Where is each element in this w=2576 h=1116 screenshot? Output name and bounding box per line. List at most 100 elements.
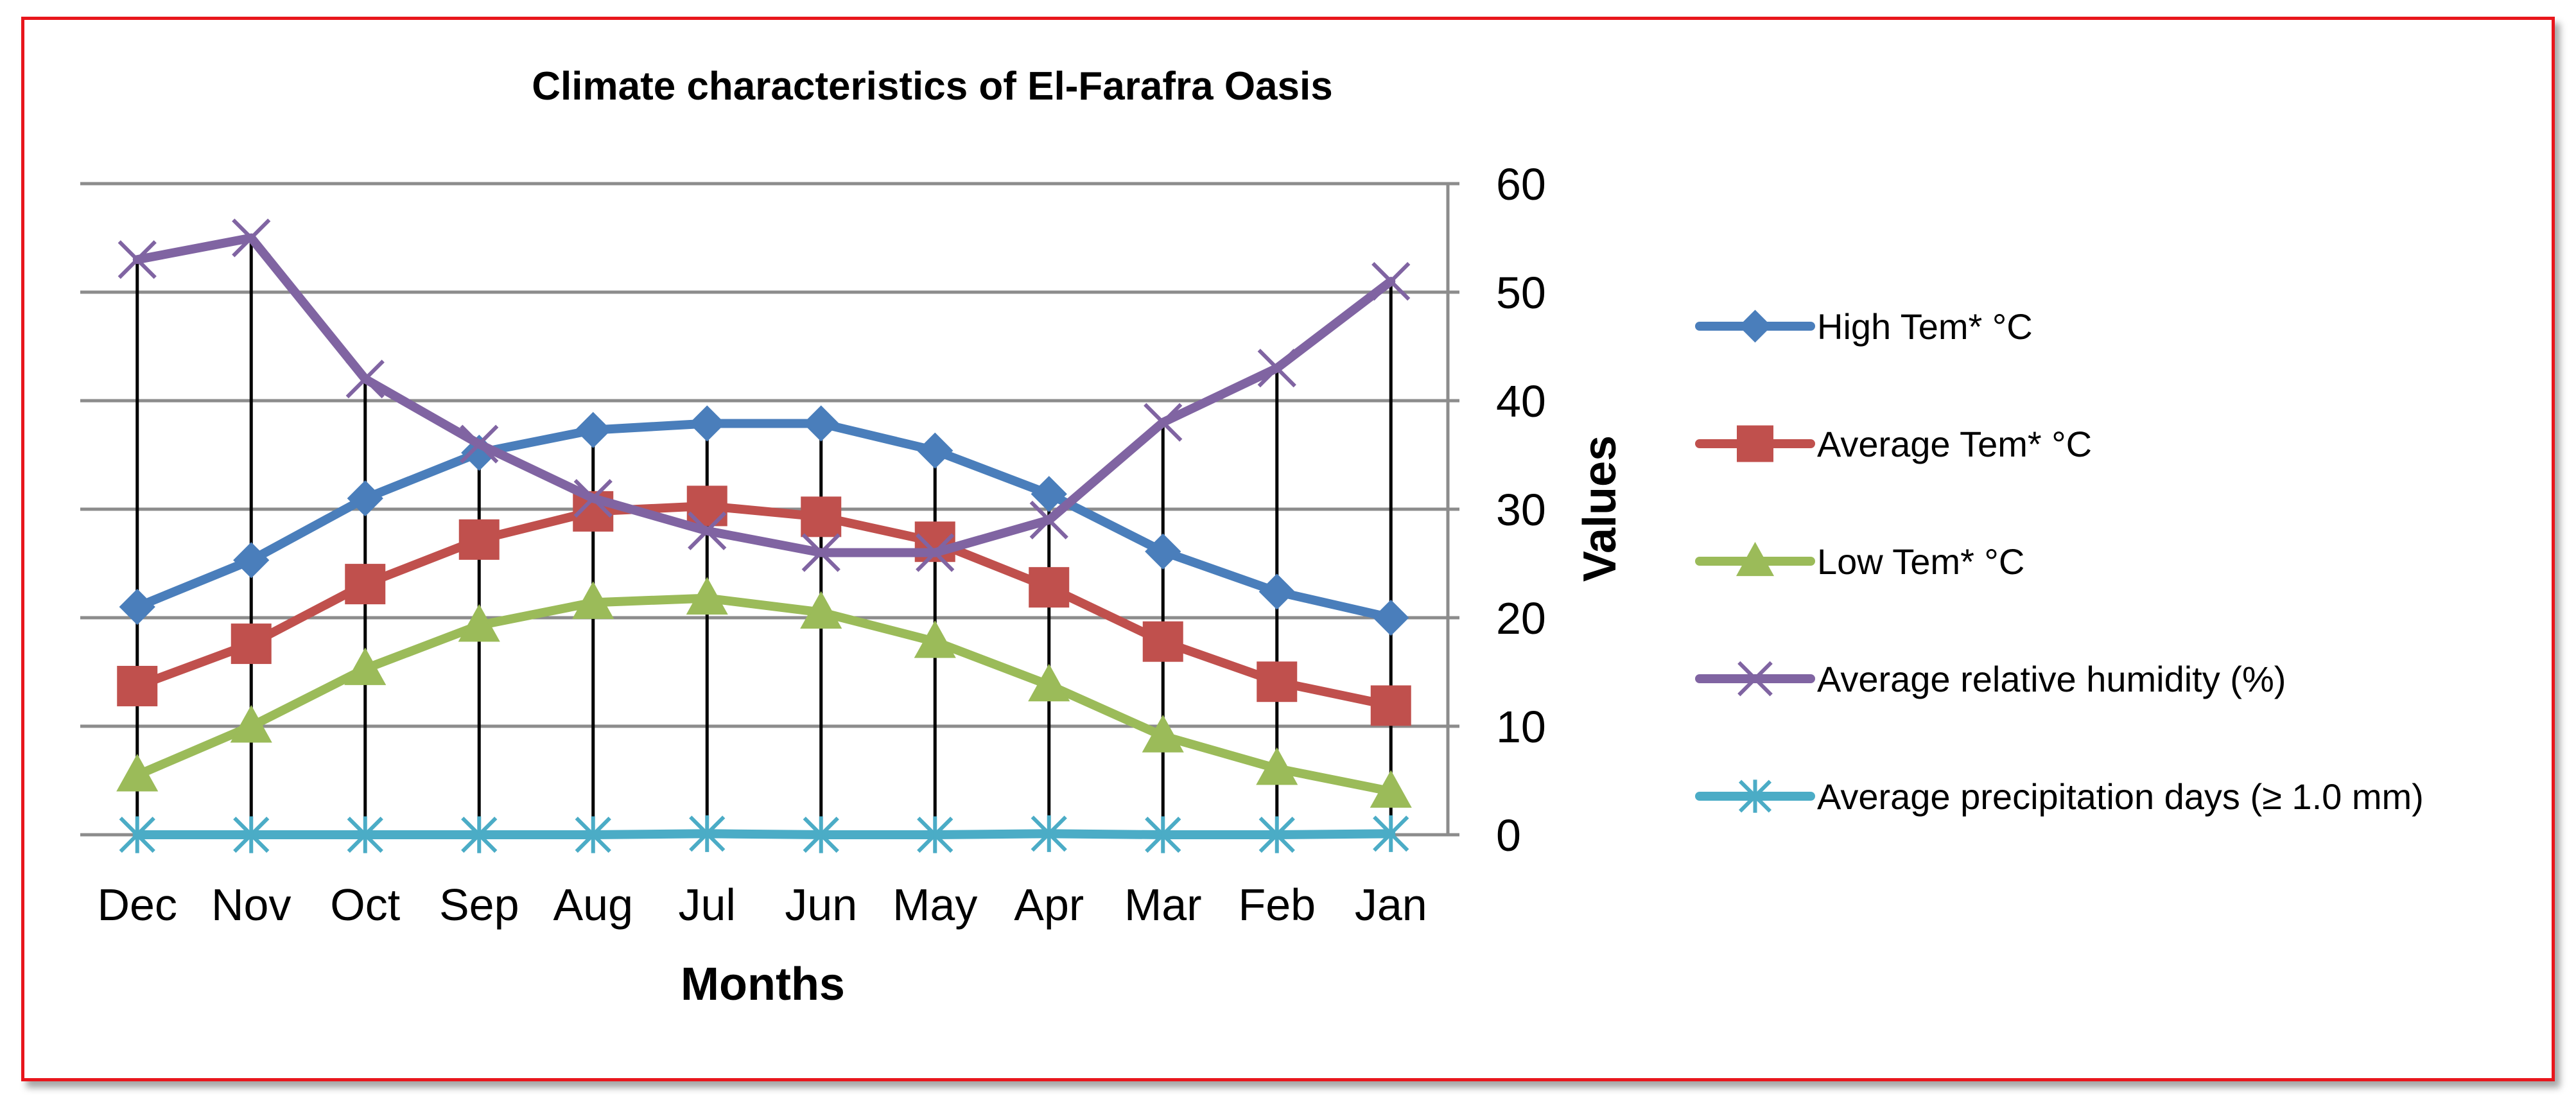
series-layer [116,218,1412,853]
series-4-point [689,815,726,852]
series-2-point [116,753,159,792]
series-0-point [917,432,953,469]
series-4-point [347,816,383,853]
series-0-point [1258,573,1295,610]
series-3-point [916,533,955,572]
series-0-point [347,480,383,517]
series-3-point [345,360,385,399]
series-3-point [688,511,727,550]
y-tick-label: 20 [1496,593,1546,643]
chart-title: Climate characteristics of El-Farafra Oa… [532,64,1332,109]
x-tick-label: Oct [330,880,400,930]
series-2-point [572,581,614,619]
series-1-point [801,496,842,537]
x-tick-label: Feb [1238,880,1316,930]
series-4-point [803,816,839,853]
x-tick-label: Jun [785,880,857,930]
x-tick-label: Dec [98,880,177,930]
series-4-point [1145,816,1181,853]
series-2-point [344,647,387,685]
series-4-point [575,816,611,853]
legend-label: Average Tem* °C [1817,424,2092,464]
x-tick-label: Apr [1014,880,1084,930]
series-1-point [1029,567,1070,608]
series-2-point [800,591,842,629]
series-3-point [117,240,157,279]
series-0-point [803,405,839,442]
x-tick-label: Sep [439,880,519,930]
series-4-point [1031,815,1067,852]
series-0-point [689,405,726,442]
y-tick-label: 50 [1496,268,1546,318]
legend-marker [1738,780,1772,813]
series-2-point [458,604,500,642]
series-1-point [1257,661,1298,702]
legend-item: Average Tem* °C [1695,424,2092,464]
series-4-point [917,816,953,853]
series-1-point [117,665,158,706]
series-4-point [1258,816,1295,853]
axes [1446,182,1459,837]
series-3-line [132,233,1396,557]
legend: High Tem* °C Average Tem* °C Low Tem* °C Av… [1695,306,2424,817]
series-3-point [1257,349,1296,388]
x-tick-label: Mar [1124,880,1202,930]
series-4-point [461,816,498,853]
series-0-point [575,412,611,448]
legend-marker [1738,310,1772,343]
series-2-point [1256,747,1298,785]
series-4-line [132,829,1396,839]
legend-label: High Tem* °C [1817,306,2033,347]
series-3-point [1029,500,1068,540]
series-0-point [119,588,155,625]
series-0-point [1145,533,1181,570]
series-2-point [1370,770,1412,808]
legend-marker [1737,425,1773,462]
series-0-point [233,542,270,579]
series-4-point [233,816,270,853]
series-1-point [1370,685,1411,726]
series-2-point [686,577,728,615]
x-tick-label: Jan [1355,880,1427,930]
series-2-point [914,620,956,658]
legend-label: Average relative humidity (%) [1817,659,2286,699]
series-0-line [132,419,1396,622]
series-3-point [801,533,840,572]
series-3-point [1371,261,1411,301]
series-0-point [1373,599,1409,636]
series-3-point [573,478,613,518]
x-tick-label: Nov [211,880,291,930]
legend-item: Low Tem* °C [1695,541,2024,582]
series-1-point [345,564,386,605]
series-2-point [230,704,272,743]
series-2-point [1142,715,1184,753]
series-1-point [231,623,272,665]
series-4-point [1373,815,1409,852]
legend-item: High Tem* °C [1695,306,2033,347]
series-1-point [458,519,500,560]
series-4-point [119,816,155,853]
x-axis-title: Months [681,959,845,1010]
legend-marker [1736,541,1775,577]
y-tick-label: 60 [1496,159,1546,209]
series-0-point [1031,476,1067,512]
series-2-point [1028,663,1070,702]
y-tick-label: 10 [1496,702,1546,752]
legend-item: Average precipitation days (≥ 1.0 mm) [1695,776,2424,817]
series-3-point [1144,403,1183,442]
series-3-point [460,424,499,464]
y-tick-label: 0 [1496,810,1521,860]
x-tick-label: Jul [679,880,736,930]
y-tick-label: 30 [1496,485,1546,535]
legend-label: Low Tem* °C [1817,541,2024,582]
legend-marker [1737,661,1773,697]
y-tick-label: 40 [1496,376,1546,426]
series-3-point [232,218,271,257]
legend-label: Average precipitation days (≥ 1.0 mm) [1817,776,2424,817]
x-tick-label: May [892,880,977,930]
series-2-line [132,593,1396,796]
series-1-point [1142,621,1183,662]
x-tick-label: Aug [553,880,633,930]
legend-item: Average relative humidity (%) [1695,659,2286,699]
